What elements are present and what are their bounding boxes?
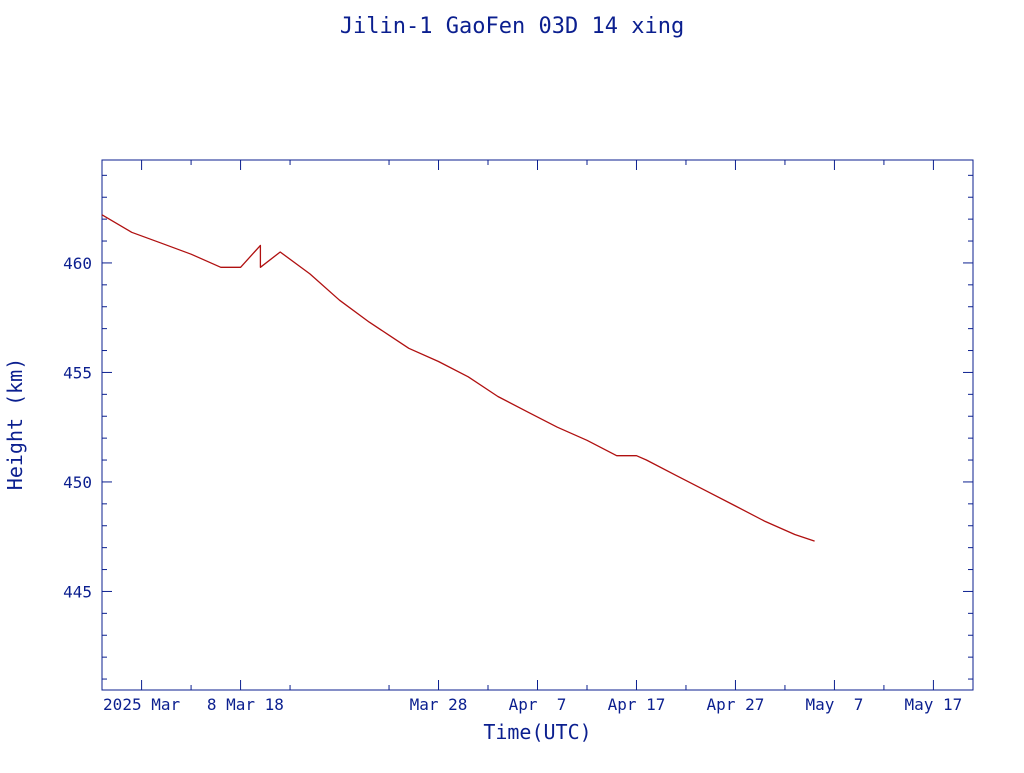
- x-tick-label: Apr 17: [608, 695, 666, 714]
- y-axis-label: Height (km): [3, 358, 27, 490]
- x-axis-label: Time(UTC): [483, 720, 591, 744]
- x-tick-label: 2025 Mar: [103, 695, 180, 714]
- chart-title: Jilin-1 GaoFen 03D 14 xing: [339, 14, 685, 39]
- x-tick-label: 8 Mar 18: [197, 695, 284, 714]
- x-tick-label: Apr 7: [509, 695, 567, 714]
- y-tick-label: 445: [63, 582, 92, 601]
- height-series-line: [101, 214, 815, 542]
- x-tick-label: May 17: [905, 695, 963, 714]
- y-tick-label: 460: [63, 254, 92, 273]
- y-tick-label: 455: [63, 363, 92, 382]
- y-tick-label: 450: [63, 473, 92, 492]
- x-tick-label: Mar 28: [410, 695, 468, 714]
- x-tick-label: Apr 27: [707, 695, 765, 714]
- plot-frame: [101, 159, 974, 691]
- x-tick-label: May 7: [806, 695, 864, 714]
